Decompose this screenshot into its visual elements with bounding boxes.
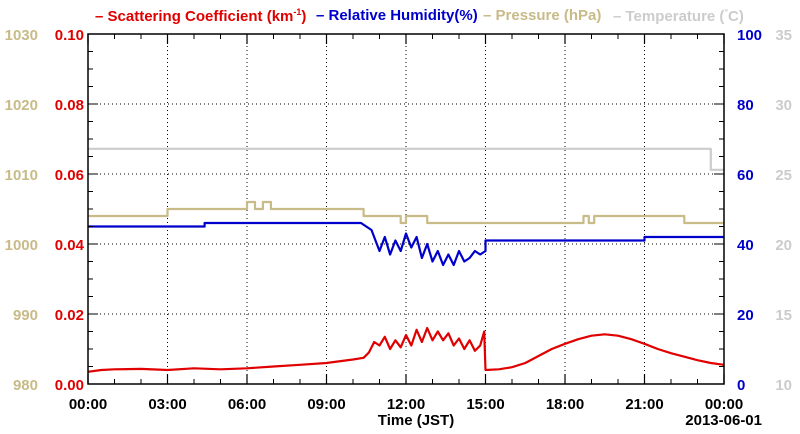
x-tick-label: 03:00 (148, 396, 186, 413)
temperature-tick-label: 20 (775, 237, 792, 254)
series-layer (87, 147, 725, 373)
humidity-tick-label: 80 (737, 97, 754, 114)
axis-labels: 00:00 03:00 06:00 09:00 12:00 15:00 18:00 21:00… (5, 27, 792, 413)
series-line-scattering (87, 326, 725, 373)
humidity-tick-label: 20 (737, 307, 754, 324)
pressure-tick-label: 1000 (5, 237, 38, 254)
temperature-tick-label: 30 (775, 97, 792, 114)
date-label: 2013-06-01 (685, 412, 762, 429)
scattering-tick-label: 0.00 (55, 377, 84, 394)
humidity-tick-label: 60 (737, 167, 754, 184)
humidity-tick-label: 40 (737, 237, 754, 254)
axis-ticks (87, 33, 725, 385)
x-tick-label: 00:00 (705, 396, 743, 413)
temperature-tick-label: 25 (775, 167, 792, 184)
series-line-humidity (88, 221, 724, 267)
temperature-tick-label: 35 (775, 27, 792, 44)
pressure-tick-label: 1030 (5, 27, 38, 44)
x-tick-label: 15:00 (466, 396, 504, 413)
pressure-tick-label: 990 (13, 307, 38, 324)
pressure-tick-label: 980 (13, 377, 38, 394)
x-tick-label: 09:00 (307, 396, 345, 413)
x-tick-label: 00:00 (69, 396, 107, 413)
title-scattering: – Scattering Coefficient (km-1) (95, 7, 307, 25)
title-humidity: – Relative Humidity(%) (316, 7, 478, 24)
x-tick-label: 21:00 (625, 396, 663, 413)
temperature-tick-label: 15 (775, 307, 792, 324)
x-axis-label: Time (JST) (378, 412, 454, 429)
scattering-tick-label: 0.10 (55, 27, 84, 44)
humidity-tick-label: 100 (737, 27, 762, 44)
temperature-tick-label: 10 (775, 377, 792, 394)
series-line-pressure (88, 200, 724, 225)
title-pressure: – Pressure (hPa) (483, 7, 602, 24)
x-tick-label: 12:00 (387, 396, 425, 413)
pressure-tick-label: 1020 (5, 97, 38, 114)
title-temperature: – Temperature (°C) (613, 7, 744, 25)
series-line-temperature (88, 147, 724, 171)
x-tick-label: 06:00 (228, 396, 266, 413)
pressure-tick-label: 1010 (5, 167, 38, 184)
humidity-tick-label: 0 (737, 377, 745, 394)
scattering-tick-label: 0.02 (55, 307, 84, 324)
scattering-tick-label: 0.04 (55, 237, 85, 254)
chart-title: – Scattering Coefficient (km-1) – Relati… (0, 4, 800, 28)
scattering-tick-label: 0.06 (55, 167, 84, 184)
x-tick-label: 18:00 (546, 396, 584, 413)
scattering-tick-label: 0.08 (55, 97, 84, 114)
